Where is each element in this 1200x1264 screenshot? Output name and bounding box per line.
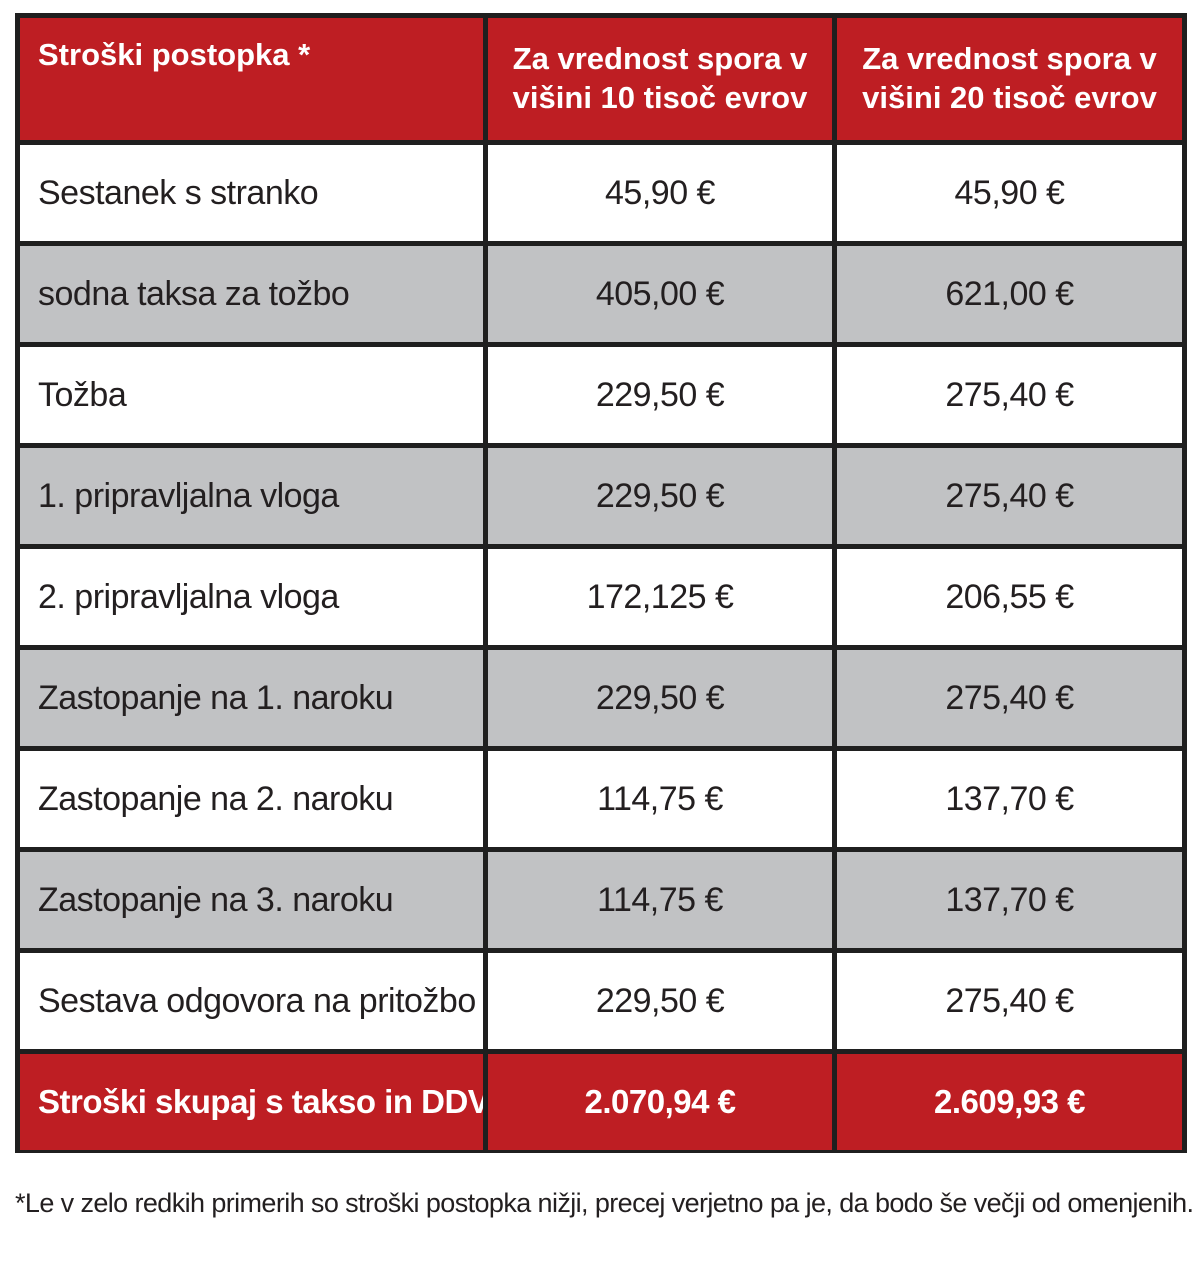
row-value-20k: 275,40 € — [837, 448, 1182, 544]
row-value-10k: 172,125 € — [488, 549, 832, 645]
total-row: Stroški skupaj s takso in DDV 2.070,94 €… — [20, 1054, 1182, 1150]
row-value-10k: 45,90 € — [488, 145, 832, 241]
footnote: *Le v zelo redkih primerih so stroški po… — [15, 1188, 1194, 1218]
table-row: Zastopanje na 3. naroku 114,75 € 137,70 … — [20, 852, 1182, 948]
row-value-10k: 229,50 € — [488, 650, 832, 746]
table-row: Sestava odgovora na pritožbo 229,50 € 27… — [20, 953, 1182, 1049]
table-row: 1. pripravljalna vloga 229,50 € 275,40 € — [20, 448, 1182, 544]
header-value-20k: Za vrednost spora v višini 20 tisoč evro… — [837, 18, 1182, 140]
total-value-20k: 2.609,93 € — [837, 1054, 1182, 1150]
row-label: Zastopanje na 1. naroku — [20, 650, 483, 746]
total-value-10k: 2.070,94 € — [488, 1054, 832, 1150]
cost-table-frame: Stroški postopka * Za vrednost spora v v… — [15, 13, 1187, 1153]
cost-table: Stroški postopka * Za vrednost spora v v… — [15, 13, 1187, 1155]
table-row: Tožba 229,50 € 275,40 € — [20, 347, 1182, 443]
row-value-20k: 621,00 € — [837, 246, 1182, 342]
row-value-20k: 137,70 € — [837, 852, 1182, 948]
table-row: Zastopanje na 1. naroku 229,50 € 275,40 … — [20, 650, 1182, 746]
table-row: sodna taksa za tožbo 405,00 € 621,00 € — [20, 246, 1182, 342]
row-label: Zastopanje na 3. naroku — [20, 852, 483, 948]
row-value-10k: 405,00 € — [488, 246, 832, 342]
row-value-10k: 114,75 € — [488, 751, 832, 847]
row-value-10k: 229,50 € — [488, 347, 832, 443]
row-value-10k: 229,50 € — [488, 953, 832, 1049]
table-row: Zastopanje na 2. naroku 114,75 € 137,70 … — [20, 751, 1182, 847]
header-value-10k: Za vrednost spora v višini 10 tisoč evro… — [488, 18, 832, 140]
row-value-20k: 45,90 € — [837, 145, 1182, 241]
header-row: Stroški postopka * Za vrednost spora v v… — [20, 18, 1182, 140]
row-value-20k: 275,40 € — [837, 347, 1182, 443]
row-value-20k: 137,70 € — [837, 751, 1182, 847]
header-cost-type: Stroški postopka * — [20, 18, 483, 140]
row-value-10k: 229,50 € — [488, 448, 832, 544]
row-label: Sestanek s stranko — [20, 145, 483, 241]
row-label: Sestava odgovora na pritožbo — [20, 953, 483, 1049]
total-label: Stroški skupaj s takso in DDV — [20, 1054, 483, 1150]
row-value-20k: 275,40 € — [837, 650, 1182, 746]
row-value-20k: 275,40 € — [837, 953, 1182, 1049]
row-label: Zastopanje na 2. naroku — [20, 751, 483, 847]
row-value-20k: 206,55 € — [837, 549, 1182, 645]
row-label: sodna taksa za tožbo — [20, 246, 483, 342]
table-row: Sestanek s stranko 45,90 € 45,90 € — [20, 145, 1182, 241]
row-label: 1. pripravljalna vloga — [20, 448, 483, 544]
row-label: Tožba — [20, 347, 483, 443]
row-value-10k: 114,75 € — [488, 852, 832, 948]
row-label: 2. pripravljalna vloga — [20, 549, 483, 645]
table-row: 2. pripravljalna vloga 172,125 € 206,55 … — [20, 549, 1182, 645]
